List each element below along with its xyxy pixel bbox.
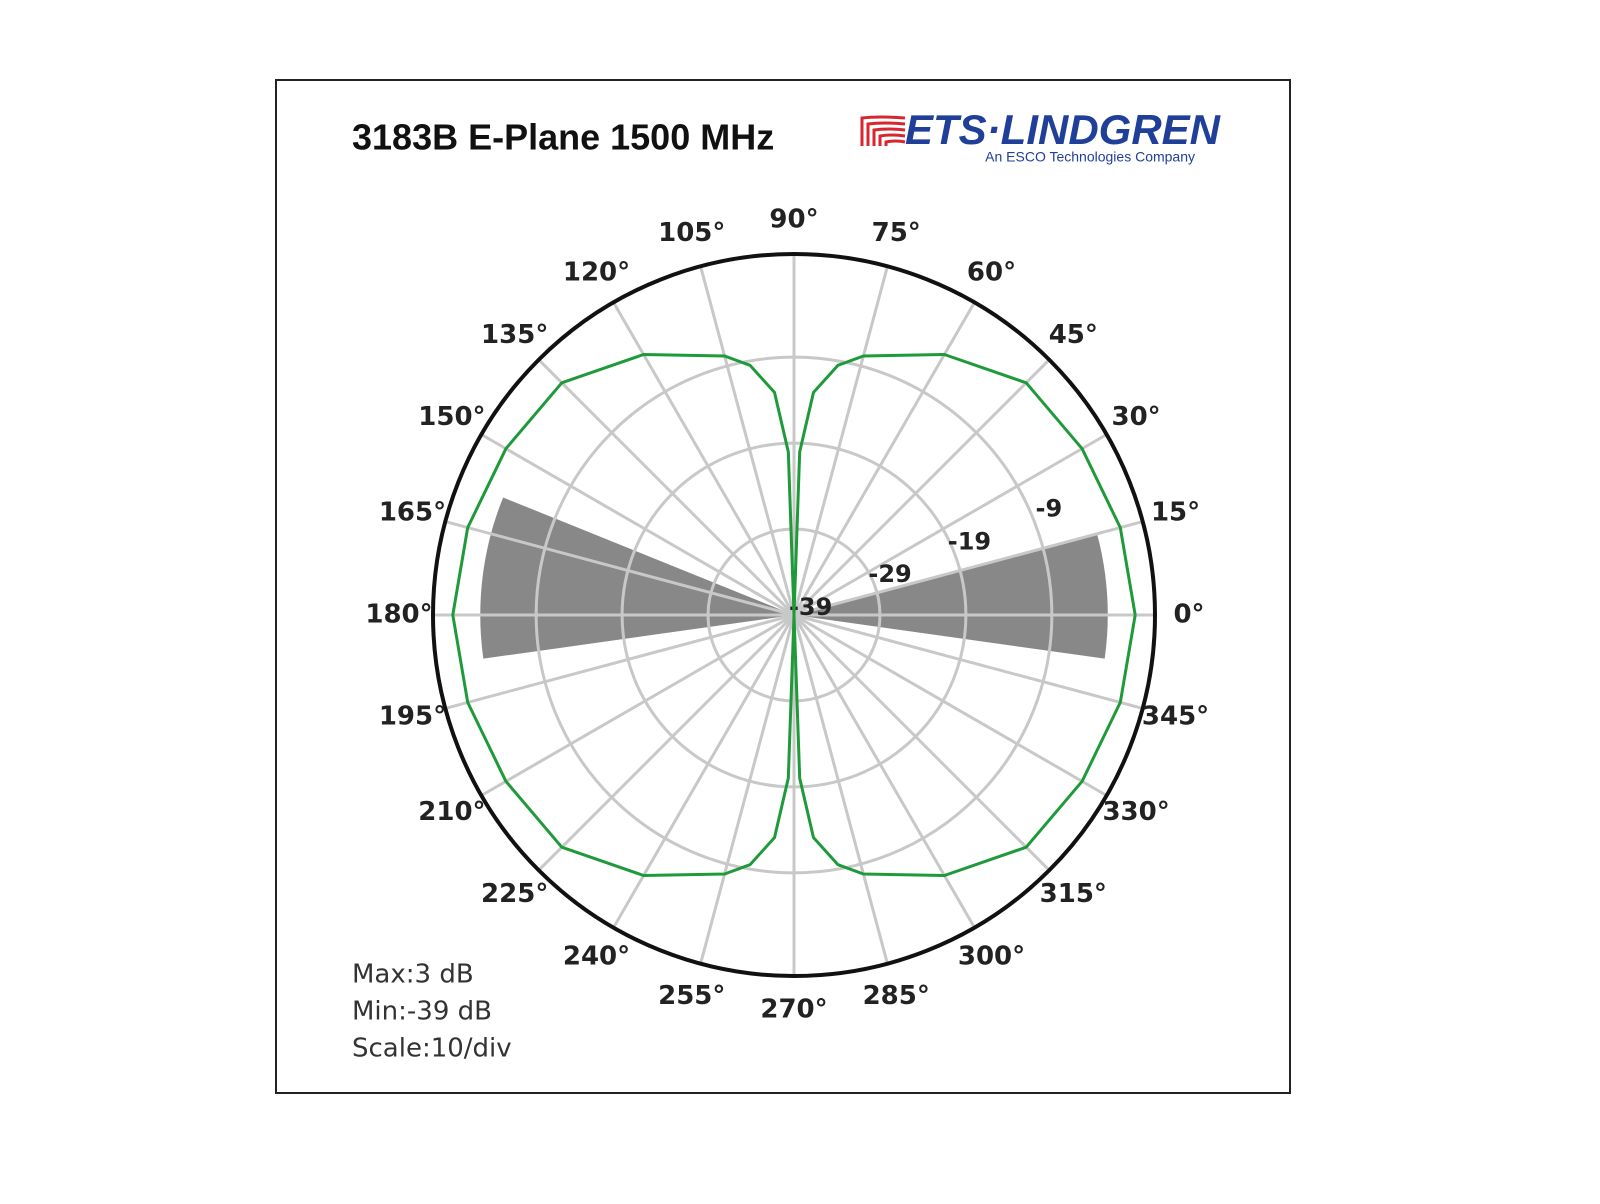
grid-spoke [444,520,795,617]
angle-label: 105° [658,218,725,248]
radial-label: -39 [789,593,832,621]
chart-title: 3183B E-Plane 1500 MHz [352,117,774,158]
angle-label: 120° [563,257,630,287]
grid-spoke [792,265,889,616]
angle-label: 315° [1040,879,1107,909]
grid-spoke [699,614,796,965]
angle-label: 195° [379,702,446,732]
grid-spoke [480,433,795,617]
grid-spoke [537,358,796,617]
grid-spoke [793,613,1144,710]
grid-spoke [793,613,1108,797]
angle-label: 30° [1111,402,1160,432]
angle-label: 270° [760,995,827,1025]
grid-spoke [792,613,1051,872]
logo-icon [860,115,906,146]
grid-spoke [792,358,1051,617]
grid-spoke [480,613,795,797]
angle-label: 75° [872,218,921,248]
grid-spoke [793,520,1144,617]
angle-label: 255° [658,981,725,1011]
grid-spoke [699,265,796,616]
shaded-sector [480,497,794,659]
logo-tagline: An ESCO Technologies Company [985,149,1195,165]
angle-label: 300° [958,942,1025,972]
radial-label: -19 [948,527,991,555]
grid-spoke [792,614,889,965]
polar-plot: 0° 15° 30° 45° 60° 75° 90° 105° 120° 135° 150° 165°… [365,205,1209,1025]
frame [275,79,1291,1094]
outer-ring [431,252,1157,978]
grid-spoke [793,433,1108,617]
shaded-sector [794,533,1108,659]
grid-spoke [537,613,796,872]
angle-label: 45° [1049,320,1098,350]
angle-label: 345° [1142,702,1209,732]
scale-note: Scale:10/div [352,1034,512,1064]
angle-label: 225° [481,879,548,909]
angle-label: 285° [863,981,930,1011]
angle-label: 90° [769,205,818,235]
angle-label: 240° [563,942,630,972]
grid-spoke [444,613,795,710]
logo-name: ETS·LINDGREN [905,106,1222,153]
angle-label: 180° [365,600,432,630]
angle-label: 165° [379,497,446,527]
angle-label: 150° [418,402,485,432]
angle-label: 60° [967,257,1016,287]
radial-label: -9 [1036,494,1063,522]
pattern-line [451,353,1137,877]
angle-label: 330° [1102,797,1169,827]
angle-label: 15° [1151,497,1200,527]
max-note: Max:3 dB [352,960,474,990]
radial-label: -29 [868,560,911,588]
min-note: Min:-39 dB [352,997,492,1027]
angle-label: 210° [418,797,485,827]
angle-label: 0° [1173,600,1204,630]
angle-label: 135° [481,320,548,350]
